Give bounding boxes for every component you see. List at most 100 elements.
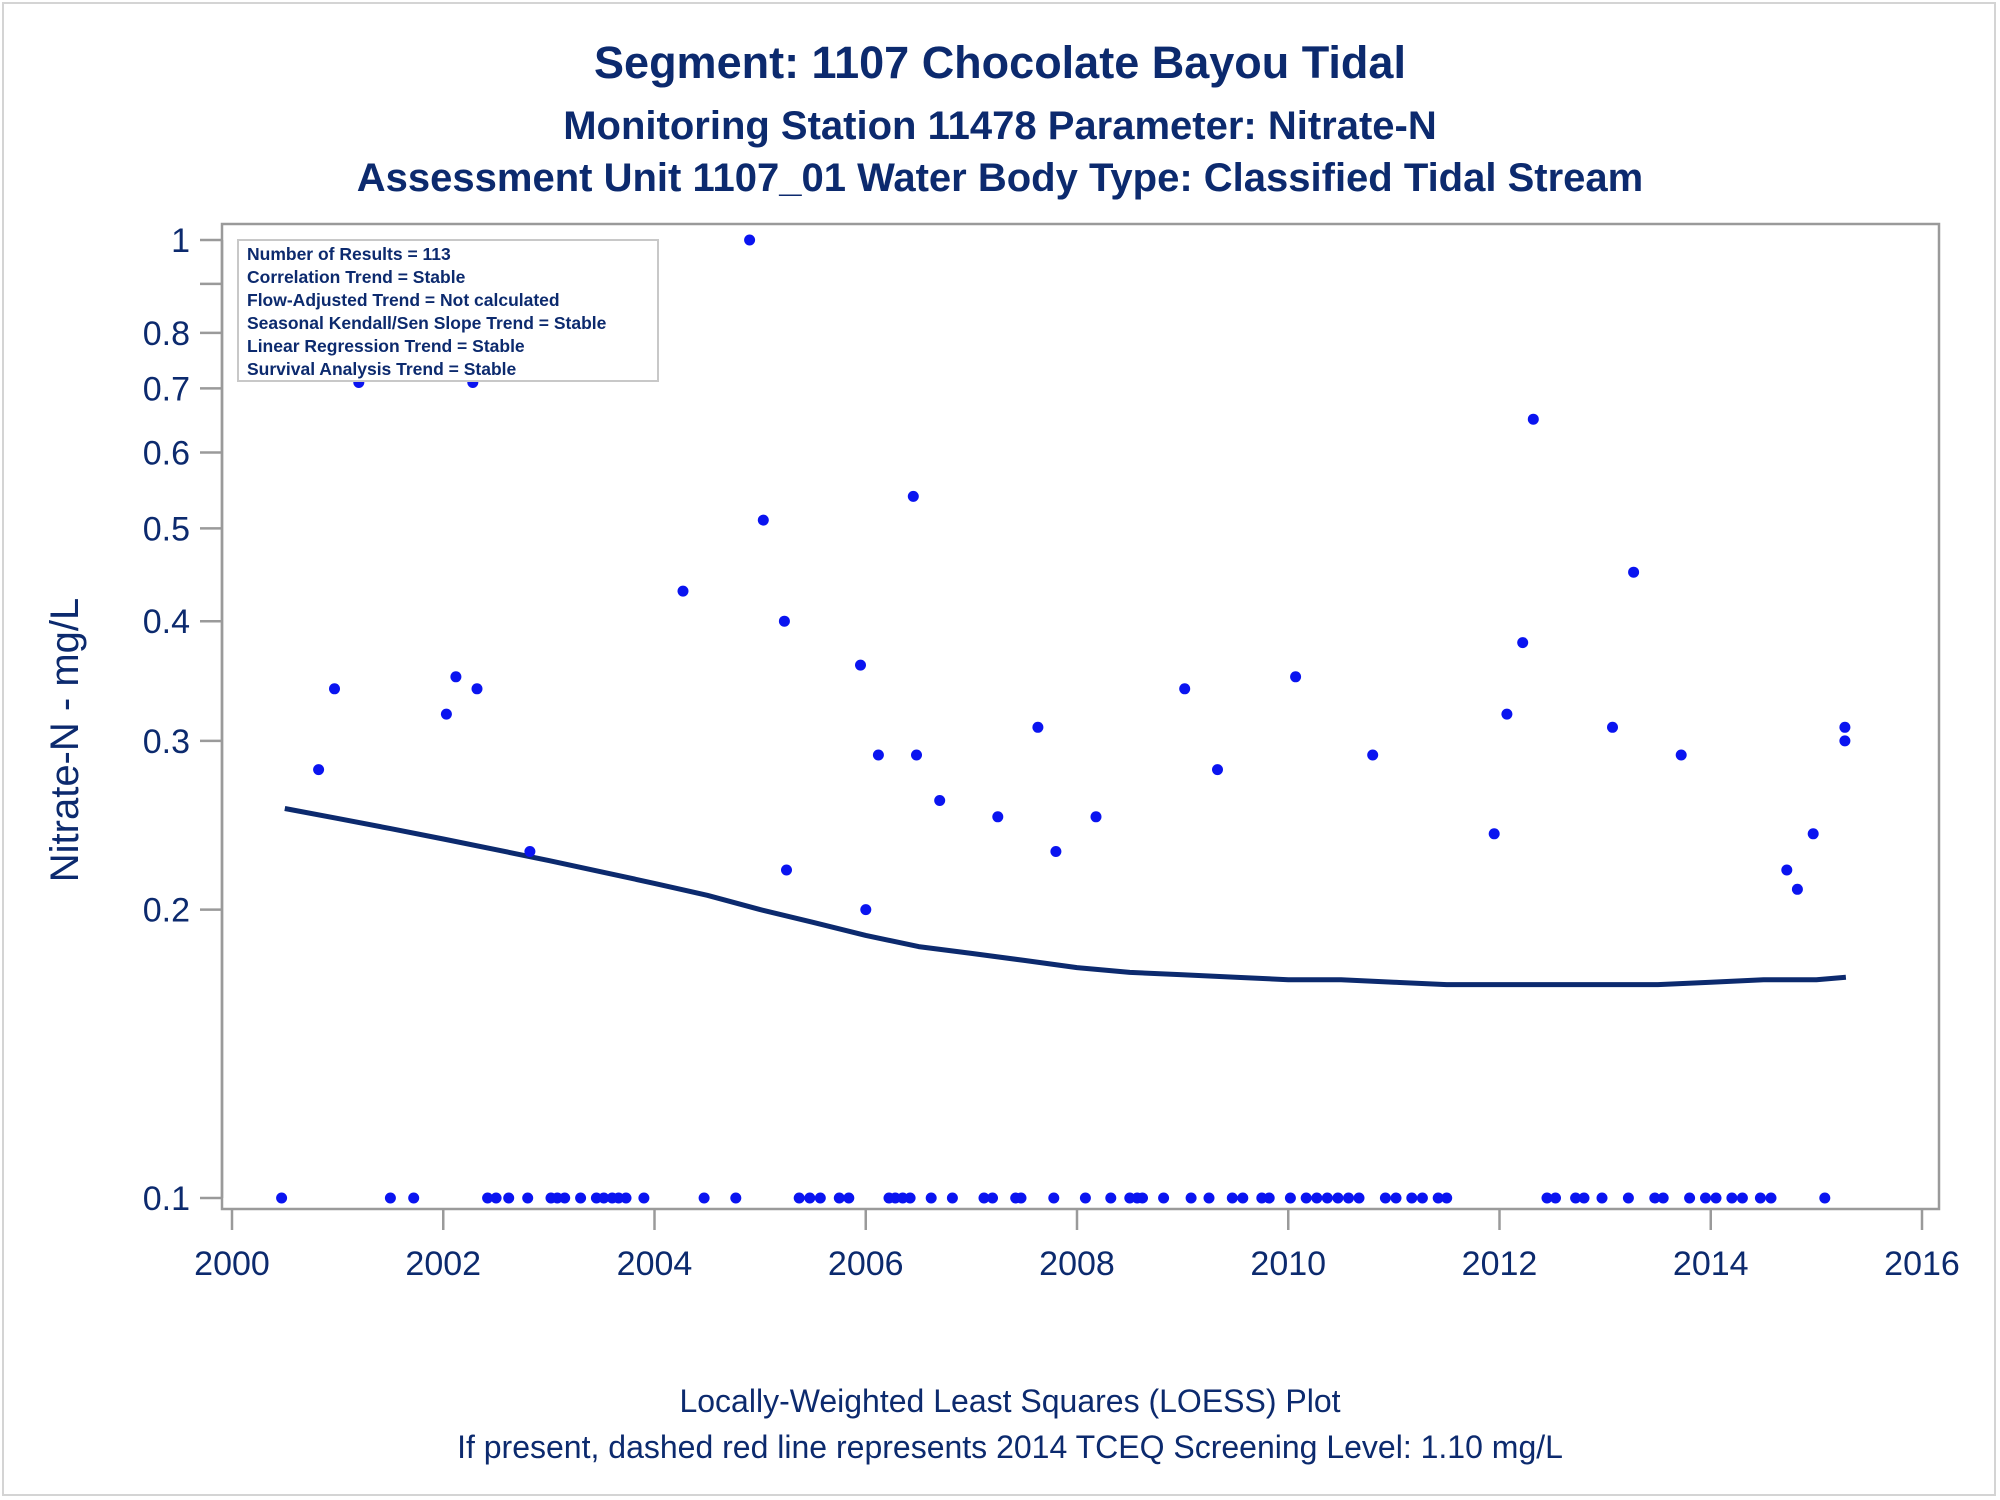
data-point [1015,1192,1027,1204]
data-point [1353,1192,1365,1204]
data-point [833,1192,845,1204]
data-point [490,1192,502,1204]
data-point [907,490,919,502]
inset-survival-analysis-trend: Survival Analysis Trend = Stable [247,359,517,379]
x-tick-label: 2016 [1884,1245,1960,1283]
data-point [598,1192,610,1204]
y-tick-label: 0.5 [143,510,190,548]
data-point [730,1192,742,1204]
data-point [1628,566,1640,578]
data-point [408,1192,420,1204]
data-point [1300,1192,1312,1204]
data-point [757,514,769,526]
data-point [778,615,790,627]
x-tick-label: 2000 [194,1245,270,1283]
x-tick-label: 2010 [1250,1245,1326,1283]
data-point [1050,846,1062,857]
data-point [992,811,1004,823]
data-point [503,1192,515,1204]
data-point [911,749,922,761]
chart-subtitle-assessment: Assessment Unit 1107_01 Water Body Type:… [357,156,1643,200]
data-point [638,1192,650,1204]
data-point [1290,671,1302,683]
x-axis: 2000 2002 2004 2006 2008 2010 2012 2014 2016 [194,1209,1960,1283]
data-point [1441,1192,1453,1204]
data-point [1263,1192,1275,1204]
x-tick-label: 2004 [617,1245,693,1283]
data-point [1684,1192,1696,1204]
data-point [1185,1192,1197,1204]
data-point [677,585,689,597]
data-point [1343,1192,1354,1204]
data-point [482,1192,494,1204]
points-layer [276,234,1851,1204]
data-point [781,864,792,876]
y-tick-label: 0.1 [143,1180,190,1218]
data-point [450,671,462,683]
data-point [1607,721,1618,733]
data-point [1416,1192,1428,1204]
data-point [1137,1192,1148,1204]
data-point [1179,683,1191,695]
footnote-loess: Locally-Weighted Least Squares (LOESS) P… [679,1383,1340,1419]
data-point [1517,637,1529,649]
inset-linear-regression-trend: Linear Regression Trend = Stable [247,336,525,356]
inset-box [237,239,659,382]
data-point [978,1192,990,1204]
y-tick-label: 0.7 [143,370,190,408]
x-tick-label: 2012 [1462,1245,1538,1283]
data-point [329,683,340,695]
data-point [1710,1192,1722,1204]
inset-number-of-results: Number of Results = 113 [247,244,451,264]
data-point [1079,1192,1091,1204]
data-point [522,1192,534,1204]
data-point [925,1192,937,1204]
data-point [575,1192,587,1204]
data-point [698,1192,710,1204]
data-point [1736,1192,1748,1204]
data-point [1550,1192,1561,1204]
data-point [1158,1192,1170,1204]
data-point [1754,1192,1766,1204]
data-point [524,846,536,857]
data-point [843,1192,855,1204]
data-point [1284,1192,1296,1204]
chart-subtitle-station: Monitoring Station 11478 Parameter: Nitr… [563,104,1437,148]
y-axis-label: Nitrate-N - mg/L [43,598,87,883]
x-tick-label: 2008 [1039,1245,1115,1283]
data-point [904,1192,916,1204]
data-point [471,683,483,695]
inset-flow-adjusted-trend: Flow-Adjusted Trend = Not calculated [247,290,560,310]
data-point [1839,735,1851,747]
data-point [1390,1192,1402,1204]
y-tick-label: 0.3 [143,723,190,761]
data-point [1203,1192,1215,1204]
data-point [946,1192,958,1204]
data-point [1765,1192,1777,1204]
loess-layer [284,806,1847,988]
data-point [804,1192,816,1204]
x-tick-label: 2006 [828,1245,904,1283]
data-point [1032,721,1044,733]
data-point [276,1192,288,1204]
y-tick-label: 0.4 [143,603,190,641]
data-point [1226,1192,1238,1204]
data-point [1212,764,1223,776]
data-point [1332,1192,1344,1204]
data-point [1090,811,1102,823]
y-tick-label: 1 [171,222,190,260]
data-point [1527,413,1539,425]
trend-summary-inset: Number of Results = 113 Correlation Tren… [237,239,659,382]
data-point [1488,828,1500,840]
data-point [313,764,325,776]
data-point [1649,1192,1661,1204]
x-tick-label: 2002 [405,1245,481,1283]
data-point [620,1192,632,1204]
data-point [1406,1192,1418,1204]
data-point [1048,1192,1060,1204]
footnote-screening-level: If present, dashed red line represents 2… [457,1429,1563,1465]
data-point [1379,1192,1391,1204]
data-point [1657,1192,1669,1204]
